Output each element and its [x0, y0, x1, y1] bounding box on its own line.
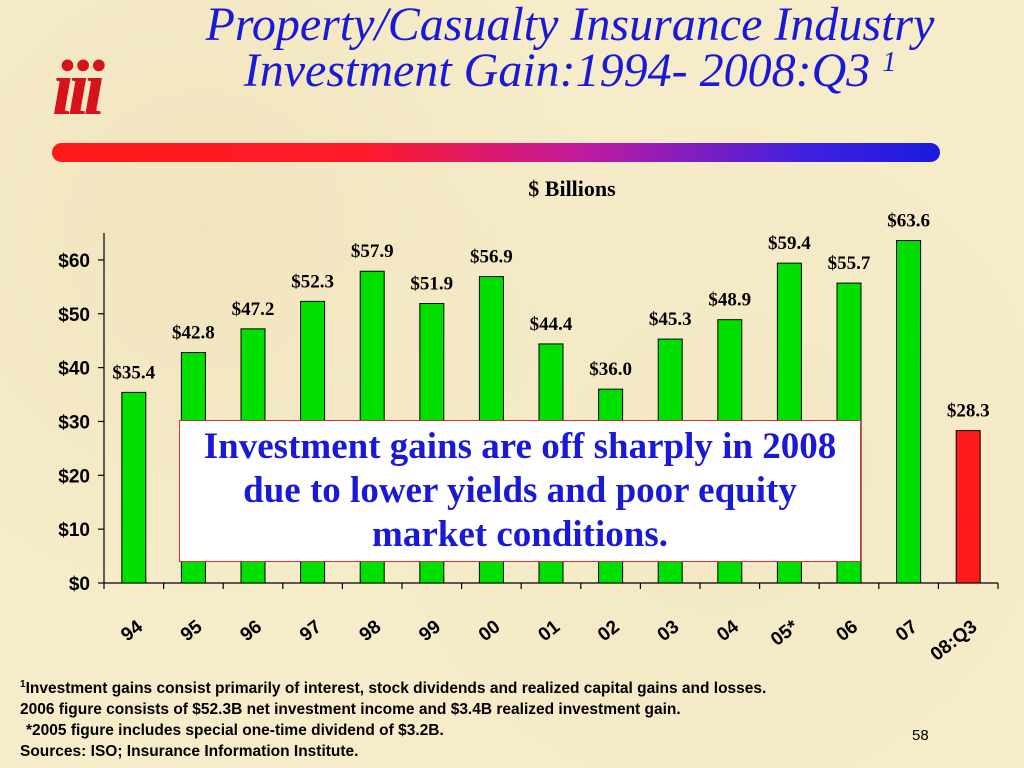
title-divider: [52, 143, 940, 162]
value-label: $59.4: [768, 233, 811, 254]
footnote-2: 2006 figure consists of $52.3B net inves…: [20, 701, 681, 719]
value-label: $36.0: [589, 359, 632, 380]
x-tick-label: 00: [475, 616, 505, 646]
y-tick-label: $60: [58, 251, 90, 272]
x-tick-label: 99: [415, 616, 445, 646]
value-label: $42.8: [172, 323, 215, 344]
bar-07: [896, 240, 922, 584]
x-tick-label: 08:Q3: [927, 616, 982, 665]
title-line-1: Property/Casualty Insurance Industry: [205, 0, 935, 51]
y-tick-label: $10: [58, 520, 90, 541]
value-label: $48.9: [708, 290, 751, 311]
value-label: $55.7: [828, 253, 871, 274]
value-label: $57.9: [351, 241, 394, 262]
value-label: $35.4: [112, 362, 155, 383]
bar-08:Q3: [955, 430, 981, 584]
x-tick-label: 06: [832, 616, 862, 646]
footnote-sources: Sources: ISO; Insurance Information Inst…: [20, 743, 359, 761]
x-tick-label: 98: [356, 616, 386, 646]
value-labels: $35.4 $42.8 $47.2 $52.3 $57.9 $51.9 $56.9 $44.4…: [112, 211, 989, 422]
page-number: 58: [912, 727, 929, 744]
x-tick-label: 07: [892, 616, 922, 646]
title-line-2-text: Investment Gain:1994- 2008:Q3: [243, 44, 871, 97]
y-tick-label: $20: [58, 466, 90, 487]
value-label: $44.4: [530, 314, 573, 335]
footnotes: 1Investment gains consist primarily of i…: [20, 674, 1010, 762]
y-tick-label: $0: [69, 574, 90, 595]
footnote-1: 1Investment gains consist primarily of i…: [20, 674, 1010, 699]
footnote-1-text: Investment gains consist primarily of in…: [25, 680, 767, 698]
y-tick-label: $30: [58, 412, 90, 433]
value-label: $47.2: [232, 299, 275, 320]
footnote-3: *2005 figure includes special one-time d…: [26, 722, 444, 740]
title-line-2: Investment Gain:1994- 2008:Q3 1: [130, 47, 1010, 95]
x-axis: [103, 582, 999, 589]
x-tick-label: 03: [654, 616, 684, 646]
x-tick-label: 05*: [767, 616, 803, 650]
y-axis: $0 $10 $20 $30 $40 $50 $60: [58, 233, 105, 595]
title-superscript: 1: [882, 47, 897, 78]
x-tick-label: 04: [713, 616, 743, 646]
x-tick-label: 94: [117, 616, 147, 646]
x-tick-label: 96: [236, 616, 266, 646]
value-label: $56.9: [470, 247, 513, 268]
x-tick-label: 97: [296, 616, 326, 646]
footnote-1-marker: 1: [20, 679, 26, 690]
x-tick-label: 95: [177, 616, 207, 646]
value-label: $63.6: [887, 211, 930, 232]
chart-subtitle: $ Billions: [528, 176, 616, 201]
x-tick-labels: 94 95 96 97 98 99 00 01 02 03 04 05* 06 07 08:Q3: [117, 616, 981, 665]
x-tick-label: 02: [594, 616, 624, 646]
x-tick-label: 01: [534, 616, 564, 646]
bar-chart: $ Billions $0 $10 $20 $30 $40 $50 $60 $35.4 $42…: [58, 176, 999, 665]
slide-title: Property/Casualty Insurance Industry Inv…: [130, 0, 1010, 95]
value-label: $45.3: [649, 309, 692, 330]
y-tick-label: $50: [58, 305, 90, 326]
iii-logo: iii: [52, 44, 105, 131]
value-label: $51.9: [410, 274, 453, 295]
value-label: $28.3: [947, 401, 990, 422]
value-label: $52.3: [291, 271, 334, 292]
y-tick-label: $40: [58, 359, 90, 380]
callout-box: Investment gains are off sharply in 2008…: [179, 420, 861, 562]
bar-94: [121, 391, 147, 584]
